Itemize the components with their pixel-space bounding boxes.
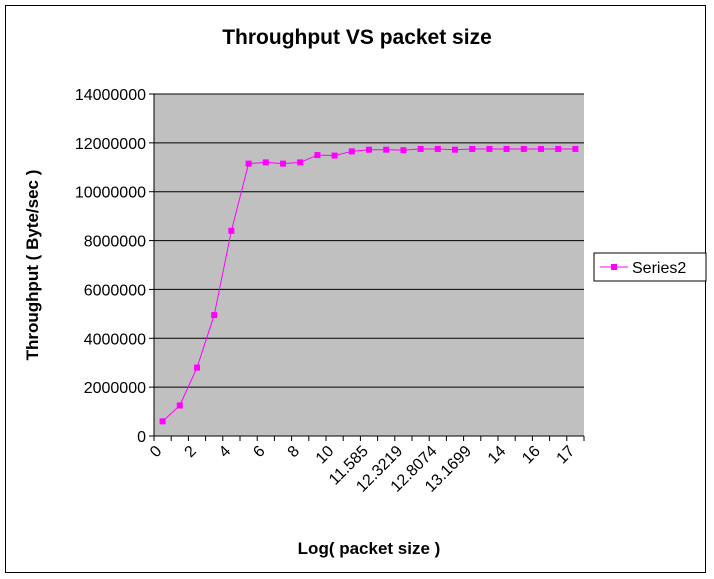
x-tick-label: 4 [216,443,234,461]
x-tick-label: 6 [250,443,268,461]
data-point [520,145,527,152]
data-point [280,160,286,167]
data-point [400,147,407,154]
legend-marker [611,264,617,270]
y-tick-label: 4000000 [84,331,146,348]
legend: Series2 [593,252,707,282]
x-tick-label: 8 [285,443,303,461]
x-tick-label: 0 [147,443,165,461]
y-tick-label: 8000000 [84,234,146,251]
data-point [538,145,544,152]
data-point [434,145,441,152]
data-point [417,145,424,152]
data-point [469,145,476,152]
chart-title: Throughput VS packet size [222,26,492,49]
data-point [297,159,304,166]
data-point [555,145,562,152]
data-point [572,145,579,152]
data-point [452,146,458,153]
data-point [262,159,269,166]
data-point [486,145,493,152]
legend-label-series2: Series2 [632,260,686,277]
data-point [348,148,355,155]
x-tick-label: 17 [554,443,579,468]
y-tick-label: 12000000 [75,136,146,153]
data-point [159,418,166,425]
y-axis: 0 2000000 4000000 6000000 8000000 10000000 120… [75,87,155,446]
x-tick-label: 10 [313,443,338,468]
y-tick-label: 10000000 [75,185,146,202]
y-tick-label: 6000000 [84,282,146,299]
data-point [194,364,200,371]
y-tick-label: 0 [137,429,146,446]
x-tick-label: 16 [519,443,544,468]
y-tick-label: 14000000 [75,87,146,104]
x-tick-label: 2 [182,443,200,461]
y-axis-label: Throughput ( Byte/sec ) [23,170,42,361]
gridlines [154,93,584,388]
x-axis-label: Log( packet size ) [298,539,441,558]
data-point [245,160,252,167]
y-tick-label: 2000000 [84,380,146,397]
plot-area [154,94,584,436]
series-series2 [159,145,579,425]
data-point [314,152,321,159]
x-tick-label: 14 [485,443,510,468]
data-point [331,152,338,159]
data-point [176,402,183,409]
data-point [228,227,235,234]
data-point [366,146,372,153]
data-point [211,312,218,319]
data-point [383,146,390,153]
data-point [503,145,510,152]
